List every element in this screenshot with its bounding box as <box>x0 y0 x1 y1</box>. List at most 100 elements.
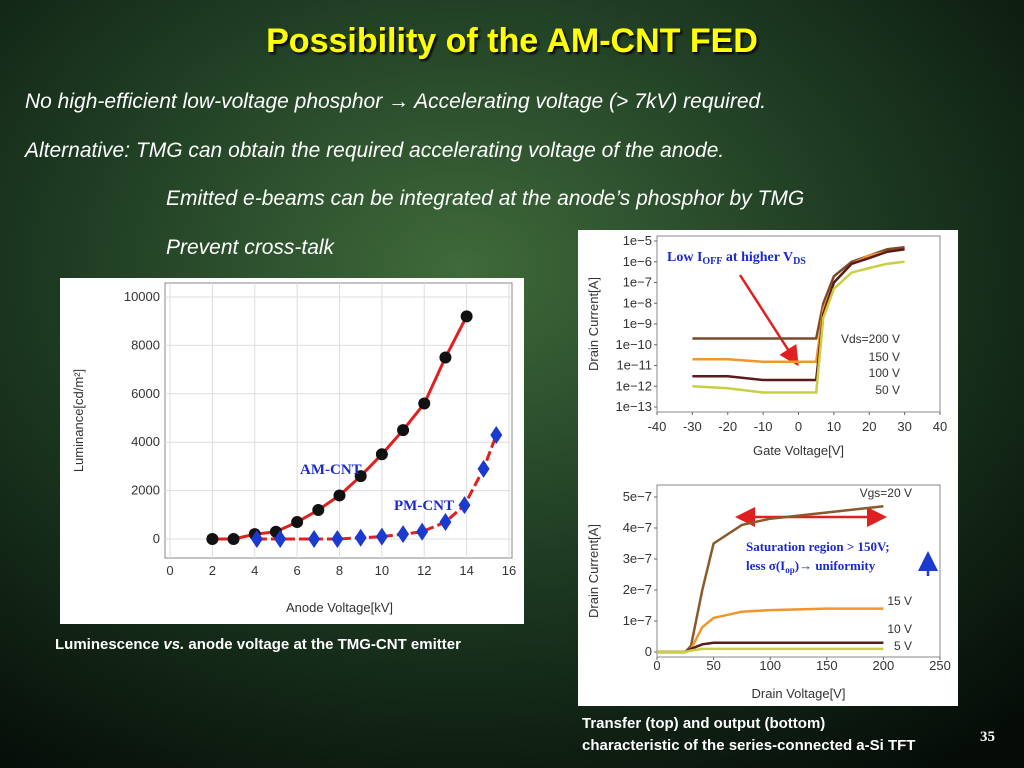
caption: characteristic of the series-connected a… <box>582 737 915 754</box>
x-tick-label: 40 <box>933 419 947 434</box>
annotation: less σ(Iop)→ uniformity <box>746 558 876 575</box>
x-tick-label: 14 <box>459 563 473 578</box>
y-tick-label: 0 <box>153 531 160 546</box>
x-axis-label: Anode Voltage[kV] <box>286 600 393 615</box>
bullet: Alternative: TMG can obtain the required… <box>23 139 724 162</box>
data-point <box>439 513 452 532</box>
series-line <box>692 248 905 382</box>
data-point <box>397 525 410 544</box>
y-tick-label: 1e−8 <box>623 295 652 310</box>
data-point <box>354 470 367 483</box>
data-point <box>397 424 410 437</box>
chart-panel <box>60 278 524 624</box>
x-tick-label: 20 <box>862 419 876 434</box>
annotation-part: less σ(I <box>746 558 785 573</box>
caption-part: vs. <box>163 636 184 653</box>
annotation-part: OFF <box>702 256 722 267</box>
x-tick-label: 100 <box>759 658 781 673</box>
data-point <box>375 527 388 546</box>
y-tick-label: 4000 <box>131 434 160 449</box>
x-tick-label: 6 <box>294 563 301 578</box>
data-point <box>291 516 304 529</box>
x-tick-label: 16 <box>502 563 516 578</box>
annotation: Low IOFF at higher VDS <box>667 250 806 267</box>
legend-label: Vgs=20 V <box>860 486 912 500</box>
x-tick-label: 0 <box>653 658 660 673</box>
annotation-part: DS <box>793 256 806 267</box>
data-point <box>460 310 473 323</box>
y-tick-label: 1e−5 <box>623 233 652 248</box>
x-tick-label: 0 <box>795 419 802 434</box>
x-tick-label: -20 <box>718 419 737 434</box>
y-tick-label: 1e−6 <box>623 254 652 269</box>
legend-label: 100 V <box>869 366 900 380</box>
y-tick-label: 1e−7 <box>623 613 652 628</box>
data-point <box>227 533 240 545</box>
x-tick-label: 0 <box>166 563 173 578</box>
annotation-part: )→ uniformity <box>795 558 876 573</box>
y-axis-label: Luminance[cd/m²] <box>71 369 86 472</box>
y-tick-label: 2e−7 <box>623 582 652 597</box>
annotation-part: Low I <box>667 250 702 265</box>
y-tick-label: 3e−7 <box>623 551 652 566</box>
x-axis-label: Drain Voltage[V] <box>752 686 846 701</box>
x-tick-label: 150 <box>816 658 838 673</box>
x-tick-label: -40 <box>648 419 667 434</box>
x-tick-label: 2 <box>209 563 216 578</box>
y-tick-label: 1e−7 <box>623 275 652 290</box>
caption-part: anode voltage at the TMG-CNT emitter <box>184 636 461 653</box>
x-tick-label: 8 <box>336 563 343 578</box>
legend-label: 50 V <box>875 383 900 397</box>
y-tick-label: 5e−7 <box>623 489 652 504</box>
x-axis-label: Gate Voltage[V] <box>753 443 844 458</box>
bullet: Prevent cross-talk <box>166 236 336 259</box>
annotation-part: at higher V <box>722 250 793 265</box>
data-point <box>333 489 346 502</box>
plot-frame <box>656 484 941 658</box>
y-tick-label: 1e−12 <box>615 378 652 393</box>
x-tick-label: 200 <box>873 658 895 673</box>
legend-label: 150 V <box>869 350 900 364</box>
x-tick-label: 10 <box>827 419 841 434</box>
y-axis-label: Drain Current[A] <box>586 524 601 618</box>
data-point <box>416 522 429 541</box>
annotation-part: op <box>785 565 795 575</box>
x-tick-label: 50 <box>706 658 720 673</box>
x-tick-label: -10 <box>754 419 773 434</box>
annotation: Saturation region > 150V; <box>746 539 890 554</box>
x-tick-label: -30 <box>683 419 702 434</box>
y-tick-label: 0 <box>645 644 652 659</box>
y-tick-label: 10000 <box>124 289 160 304</box>
data-point <box>308 530 321 548</box>
caption: Transfer (top) and output (bottom) <box>582 715 825 732</box>
bullet: No high-efficient low-voltage phosphor →… <box>25 90 766 113</box>
page-number: 35 <box>980 729 995 745</box>
y-tick-label: 8000 <box>131 337 160 352</box>
plot-frame <box>164 282 513 559</box>
data-point <box>206 533 219 545</box>
title: Possibility of the AM-CNT FED <box>266 22 758 60</box>
y-tick-label: 1e−9 <box>623 316 652 331</box>
data-point <box>274 530 287 548</box>
y-axis-label: Drain Current[A] <box>586 277 601 371</box>
y-tick-label: 1e−13 <box>615 399 652 414</box>
data-point <box>331 530 344 548</box>
data-point <box>458 496 471 515</box>
y-tick-label: 6000 <box>131 386 160 401</box>
legend-label: Vds=200 V <box>841 332 900 346</box>
y-tick-label: 2000 <box>131 483 160 498</box>
series-label: AM-CNT <box>300 462 362 478</box>
x-tick-label: 12 <box>417 563 431 578</box>
x-tick-label: 10 <box>375 563 389 578</box>
x-tick-label: 250 <box>929 658 951 673</box>
caption: Luminescence vs. anode voltage at the TM… <box>55 636 461 653</box>
chart-panel <box>578 230 958 706</box>
data-point <box>250 530 263 548</box>
series-line <box>692 248 905 364</box>
legend-label: 10 V <box>887 622 912 636</box>
data-point <box>477 459 490 478</box>
y-tick-label: 1e−10 <box>615 337 652 352</box>
y-tick-label: 1e−11 <box>616 358 652 373</box>
series-line <box>657 647 884 654</box>
